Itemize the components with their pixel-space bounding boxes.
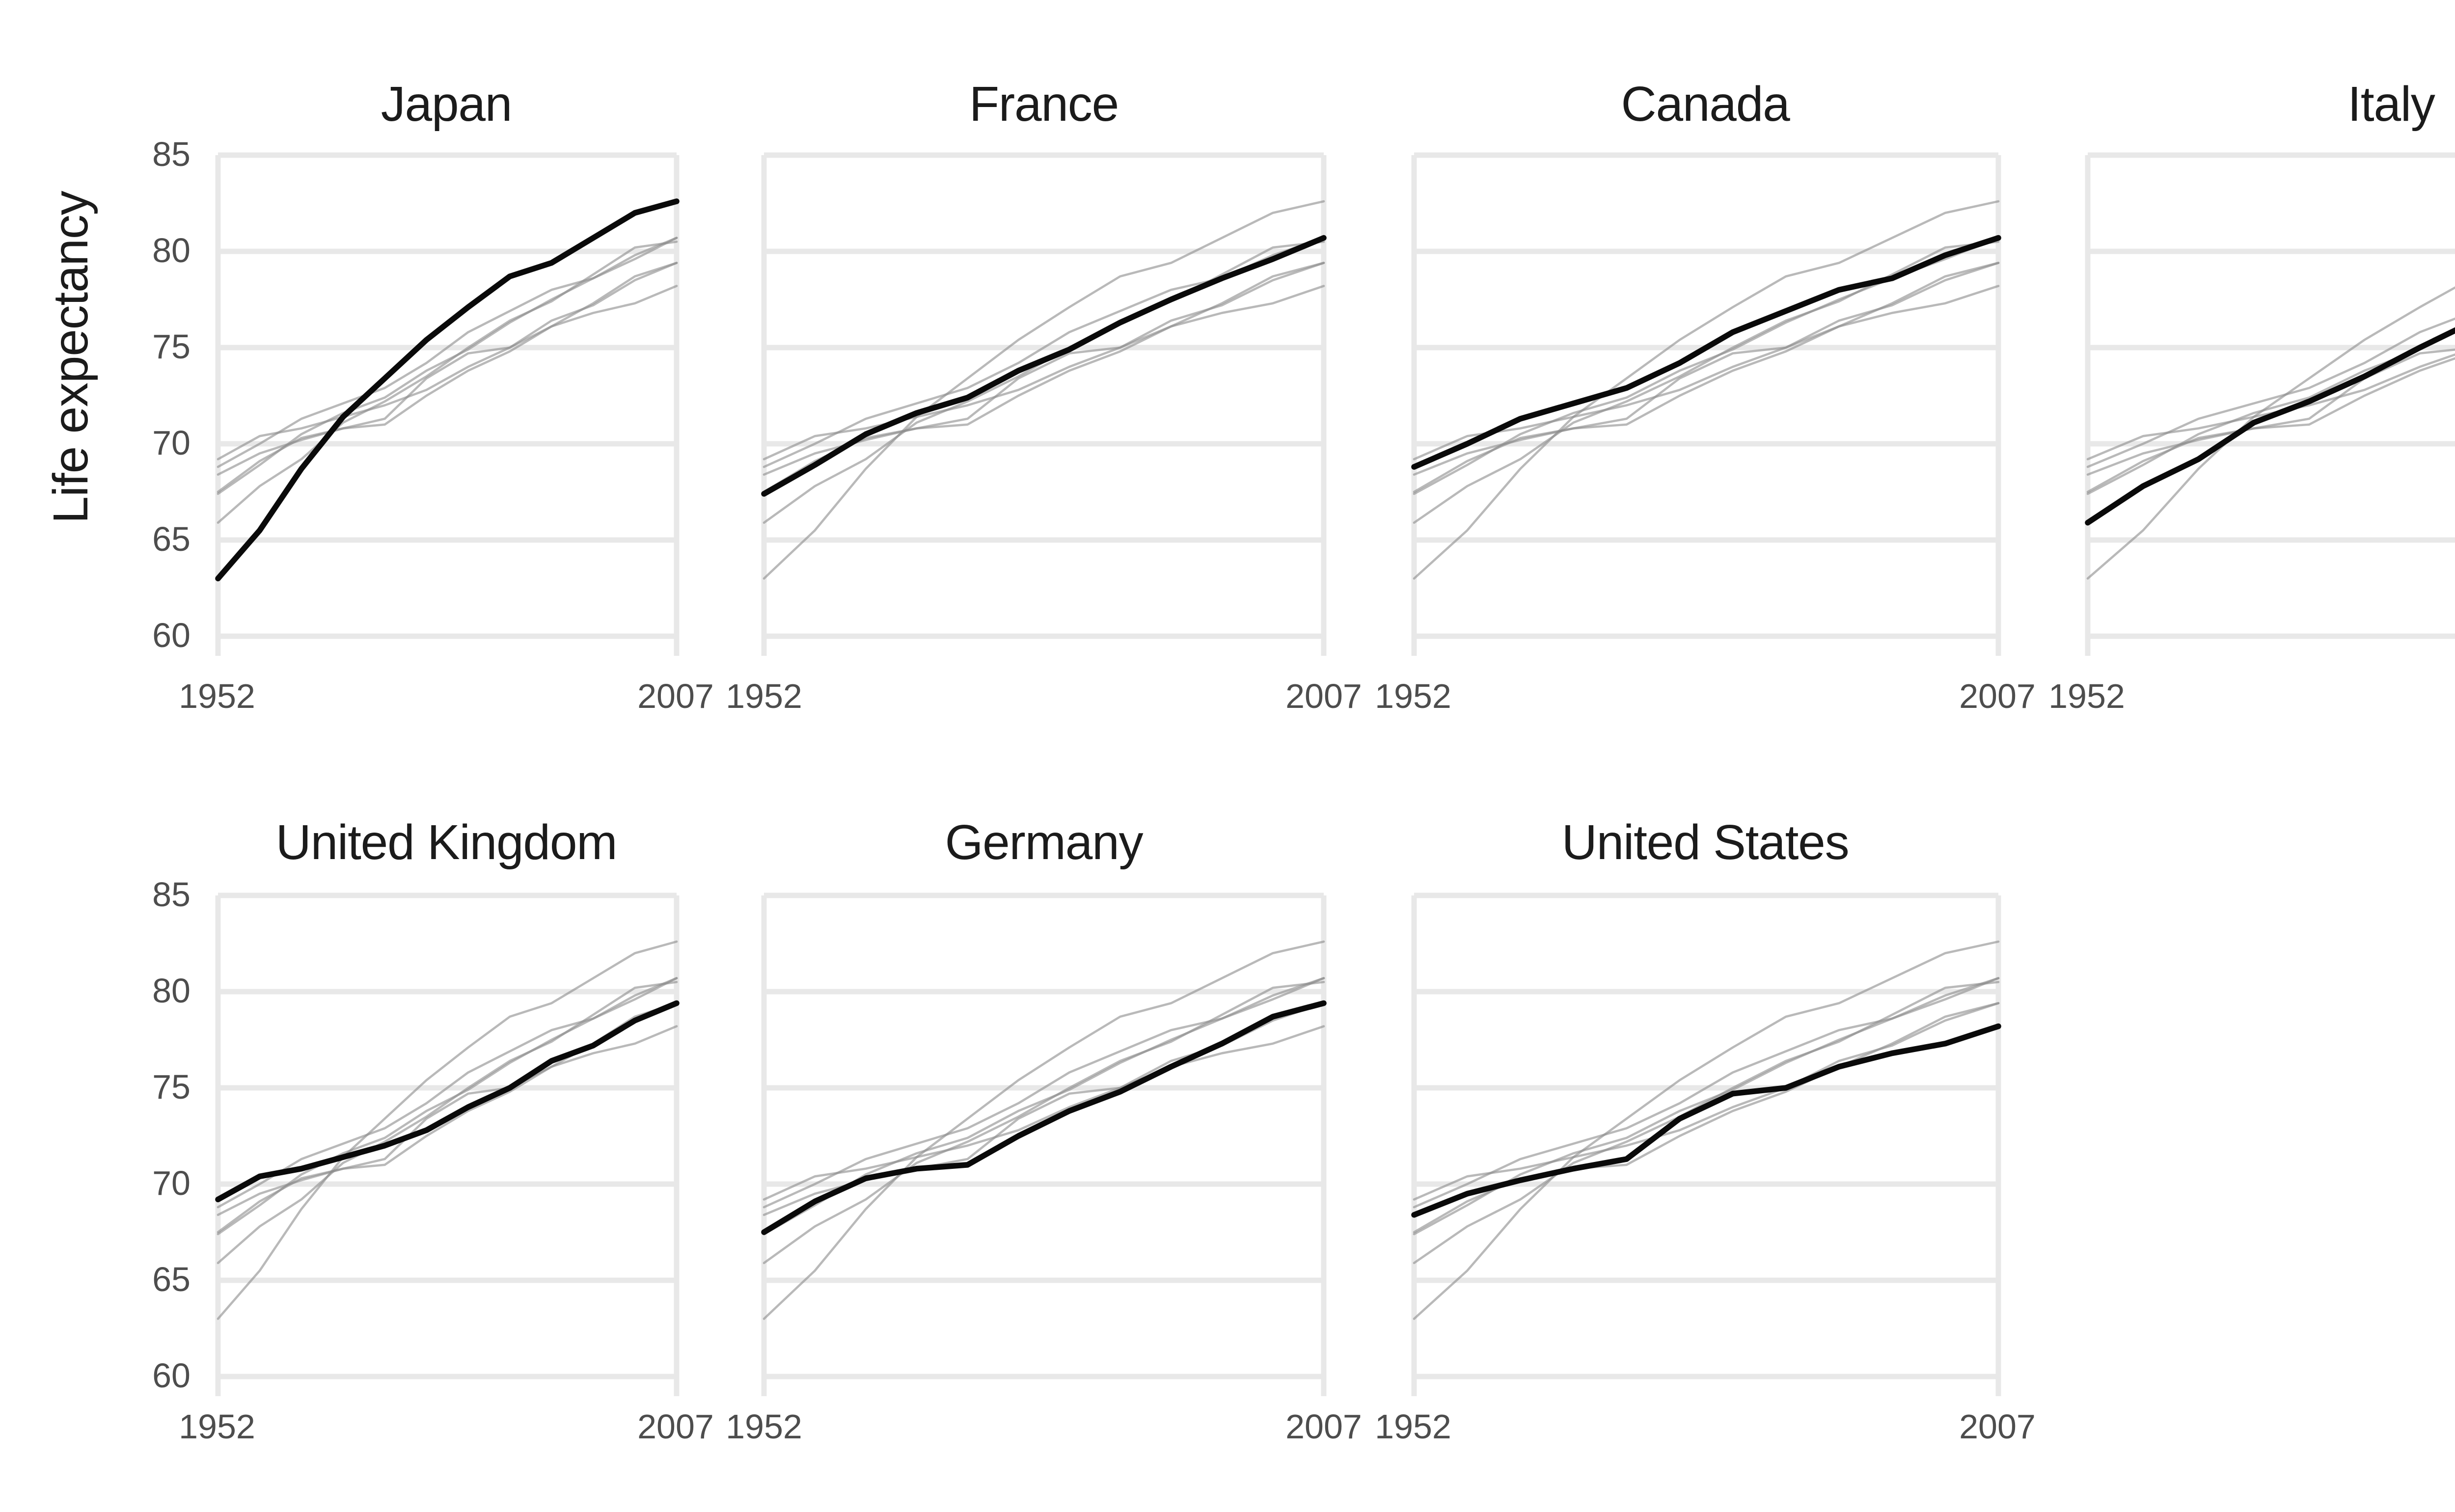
y-tick-label: 70 — [152, 1163, 191, 1203]
highlight-line-france — [761, 235, 1327, 497]
context-line-germany — [2085, 356, 2455, 493]
context-line-canada — [216, 237, 677, 468]
y-tick-label: 80 — [152, 231, 191, 270]
context-line-united-kingdom — [1412, 262, 1999, 460]
panel-title-united-states: United States — [1561, 816, 1850, 871]
context-line-japan — [1412, 940, 1999, 1320]
context-line-italy — [1412, 981, 1999, 1265]
context-line-canada — [216, 977, 677, 1209]
context-line-japan — [2085, 286, 2455, 580]
context-line-italy — [763, 981, 1325, 1265]
context-line-france — [2085, 330, 2455, 495]
y-tick-label: 60 — [152, 616, 191, 655]
x-tick-label: 2007 — [637, 1407, 714, 1446]
context-line-united-kingdom — [1412, 1002, 1999, 1201]
panel-plot-united-kingdom — [214, 892, 679, 1396]
context-line-japan — [763, 940, 1325, 1320]
y-tick-label: 75 — [152, 1067, 191, 1107]
context-line-united-kingdom — [763, 262, 1325, 460]
context-line-japan — [216, 940, 677, 1320]
panel-plot-france — [761, 152, 1327, 656]
context-line-canada — [1412, 977, 1999, 1209]
y-tick-label: 70 — [152, 423, 191, 462]
panel-plot-united-states — [1410, 892, 2000, 1396]
y-tick-label: 60 — [152, 1356, 191, 1395]
context-line-united-states — [2085, 348, 2455, 476]
context-line-united-kingdom — [2085, 353, 2455, 460]
y-tick-label: 85 — [152, 875, 191, 914]
context-line-japan — [1412, 200, 1999, 580]
context-line-canada — [2085, 317, 2455, 468]
y-tick-label: 65 — [152, 1260, 191, 1299]
highlight-line-italy — [2084, 326, 2455, 526]
x-tick-label: 1952 — [1375, 676, 1451, 716]
context-line-united-states — [216, 285, 677, 476]
x-tick-label: 1952 — [179, 676, 255, 716]
y-tick-label: 65 — [152, 519, 191, 559]
panel-title-canada: Canada — [1621, 78, 1790, 133]
panel-plot-germany — [761, 892, 1327, 1396]
x-tick-label: 2007 — [1285, 1407, 1362, 1446]
context-line-united-states — [216, 1025, 677, 1216]
y-axis-title: Life expectancy — [44, 191, 99, 524]
highlight-line-united-states — [1410, 1023, 2000, 1218]
x-tick-label: 2007 — [1959, 676, 2036, 716]
panel-plot-japan — [214, 152, 679, 656]
panel-title-germany: Germany — [945, 816, 1144, 871]
panel-title-japan: Japan — [381, 78, 513, 133]
x-tick-label: 1952 — [726, 1407, 802, 1446]
x-tick-label: 1952 — [179, 1407, 255, 1446]
x-tick-label: 1952 — [2048, 676, 2125, 716]
panel-title-france: France — [969, 78, 1119, 133]
context-line-italy — [1412, 241, 1999, 524]
x-tick-label: 2007 — [1959, 1407, 2036, 1446]
context-line-united-states — [1412, 285, 1999, 476]
highlight-line-japan — [214, 198, 679, 582]
highlight-line-canada — [1410, 235, 2000, 470]
x-tick-label: 2007 — [1285, 676, 1362, 716]
x-tick-label: 2007 — [637, 676, 714, 716]
y-tick-label: 80 — [152, 971, 191, 1010]
panel-title-italy: Italy — [2347, 78, 2435, 133]
highlight-line-united-kingdom — [214, 1000, 679, 1203]
panel-plot-italy — [2084, 152, 2455, 656]
panel-plot-canada — [1410, 152, 2000, 656]
context-line-united-kingdom — [216, 262, 677, 460]
y-tick-label: 85 — [152, 135, 191, 174]
x-tick-label: 1952 — [1375, 1407, 1451, 1446]
context-line-italy — [216, 241, 677, 524]
y-tick-label: 75 — [152, 327, 191, 366]
x-tick-label: 1952 — [726, 676, 802, 716]
context-line-japan — [763, 200, 1325, 580]
highlight-line-germany — [761, 1000, 1327, 1235]
context-line-italy — [216, 981, 677, 1265]
panel-title-united-kingdom: United Kingdom — [275, 816, 618, 871]
context-line-canada — [763, 977, 1325, 1209]
